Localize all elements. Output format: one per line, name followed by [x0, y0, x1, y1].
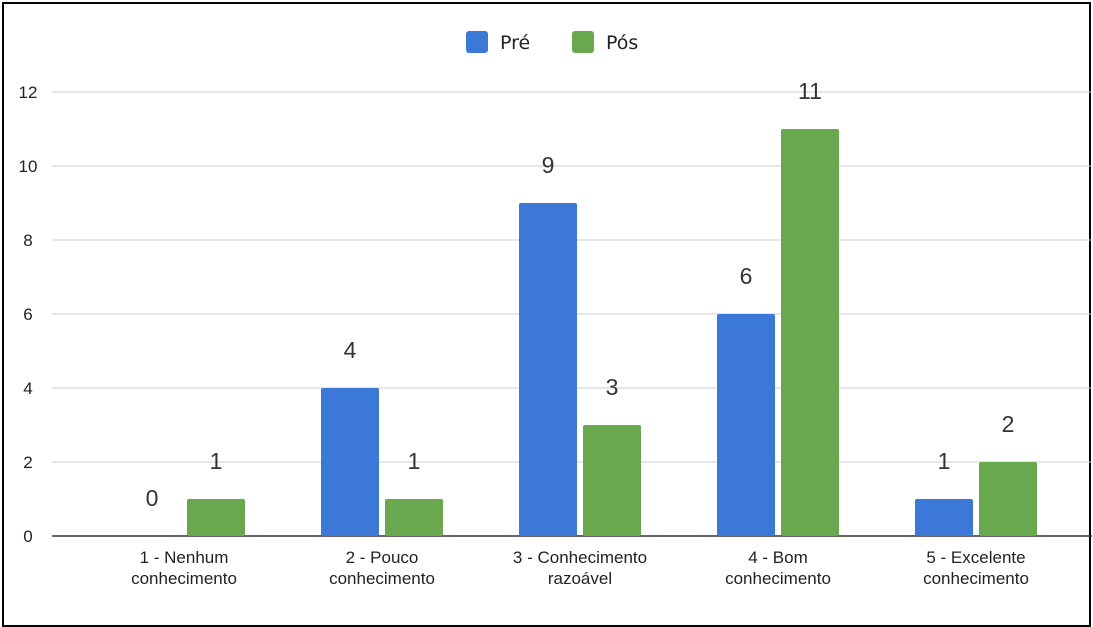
bar-pos: [979, 462, 1037, 536]
y-tick-label: 10: [19, 157, 38, 176]
x-tick-label: conhecimento: [131, 569, 237, 588]
data-label: 4: [344, 337, 357, 363]
y-tick-label: 6: [23, 305, 32, 324]
data-label: 1: [938, 448, 951, 474]
x-tick-label: 5 - Excelente: [926, 548, 1025, 567]
data-label: 0: [146, 485, 159, 511]
x-tick-label: conhecimento: [923, 569, 1029, 588]
x-tick-label: 4 - Bom: [748, 548, 808, 567]
data-label: 9: [542, 152, 555, 178]
x-tick-label: razoável: [548, 569, 612, 588]
x-axis-labels: 1 - Nenhum conhecimento 2 - Pouco conhecime…: [131, 548, 1029, 588]
bar-pos: [385, 499, 443, 536]
legend-swatch: [466, 31, 488, 53]
legend-label: Pré: [500, 32, 530, 54]
bar-pre: [915, 499, 973, 536]
bar-pre: [519, 203, 577, 536]
x-tick-label: conhecimento: [725, 569, 831, 588]
legend-label: Pós: [606, 32, 638, 54]
data-label: 6: [740, 263, 753, 289]
bar-pre: [717, 314, 775, 536]
data-label: 1: [210, 448, 223, 474]
x-tick-label: 1 - Nenhum: [140, 548, 229, 567]
bars: [187, 129, 1037, 536]
x-tick-label: 3 - Conhecimento: [513, 548, 647, 567]
data-label: 1: [408, 448, 421, 474]
y-tick-label: 0: [23, 527, 32, 546]
data-label: 3: [606, 374, 619, 400]
bar-pos: [187, 499, 245, 536]
y-tick-label: 8: [23, 231, 32, 250]
bar-pre: [321, 388, 379, 536]
y-tick-label: 4: [23, 379, 32, 398]
y-tick-label: 2: [23, 453, 32, 472]
y-axis-ticks: 0 2 4 6 8 10 12: [19, 83, 38, 546]
legend: Pré Pós: [466, 31, 638, 54]
data-label: 11: [798, 78, 822, 104]
x-tick-label: 2 - Pouco: [346, 548, 419, 567]
x-tick-label: conhecimento: [329, 569, 435, 588]
legend-swatch: [572, 31, 594, 53]
bar-pos: [583, 425, 641, 536]
data-label: 2: [1002, 411, 1015, 437]
y-tick-label: 12: [19, 83, 38, 102]
bar-pos: [781, 129, 839, 536]
